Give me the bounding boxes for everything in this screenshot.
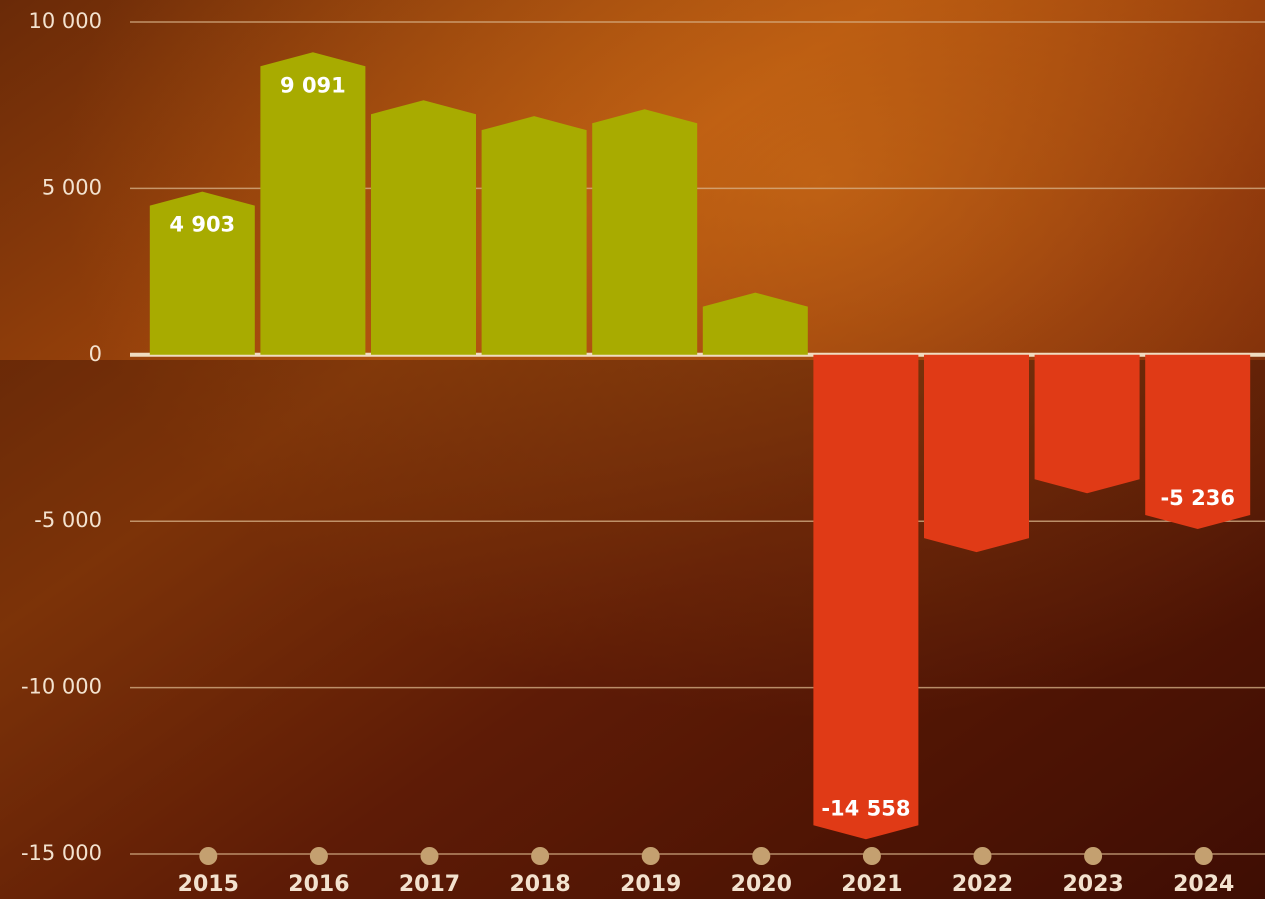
x-tick-dot xyxy=(862,847,881,865)
bar xyxy=(592,109,698,355)
y-tick-label: 0 xyxy=(89,342,102,366)
x-tick-dot xyxy=(752,847,771,865)
bar xyxy=(1034,354,1140,494)
value-label: -14 558 xyxy=(821,796,910,820)
bar xyxy=(149,191,255,355)
x-tick-dot xyxy=(199,847,218,865)
x-tick-label: 2018 xyxy=(509,872,570,897)
y-tick-label: 10 000 xyxy=(29,9,102,33)
bar xyxy=(813,354,919,840)
bar xyxy=(260,52,366,355)
x-tick-label: 2023 xyxy=(1062,872,1123,897)
bar xyxy=(481,116,587,355)
x-tick-dot xyxy=(420,847,439,865)
x-tick-dot xyxy=(1084,847,1103,865)
y-tick-label: 5 000 xyxy=(42,175,102,199)
x-tick-dot xyxy=(309,847,328,865)
value-label: 4 903 xyxy=(169,213,235,237)
x-tick-label: 2021 xyxy=(841,872,902,897)
x-tick-label: 2016 xyxy=(288,872,349,897)
bar xyxy=(702,292,808,355)
bar xyxy=(1145,354,1251,530)
x-tick-dot xyxy=(973,847,992,865)
x-tick-label: 2017 xyxy=(399,872,460,897)
y-tick-label: -10 000 xyxy=(21,675,102,699)
value-label: 9 091 xyxy=(280,73,346,97)
value-label: -5 236 xyxy=(1160,486,1234,510)
x-tick-dot xyxy=(531,847,550,865)
bar xyxy=(924,354,1029,553)
x-tick-dot xyxy=(1194,847,1213,865)
y-tick-label: -5 000 xyxy=(34,508,102,532)
x-tick-label: 2020 xyxy=(731,872,792,897)
x-tick-label: 2022 xyxy=(952,872,1013,897)
x-tick-dot xyxy=(641,847,660,865)
x-tick-label: 2019 xyxy=(620,872,681,897)
bar xyxy=(371,100,476,355)
x-tick-label: 2024 xyxy=(1173,872,1234,897)
y-tick-label: -15 000 xyxy=(21,841,102,865)
x-tick-label: 2015 xyxy=(178,872,239,897)
